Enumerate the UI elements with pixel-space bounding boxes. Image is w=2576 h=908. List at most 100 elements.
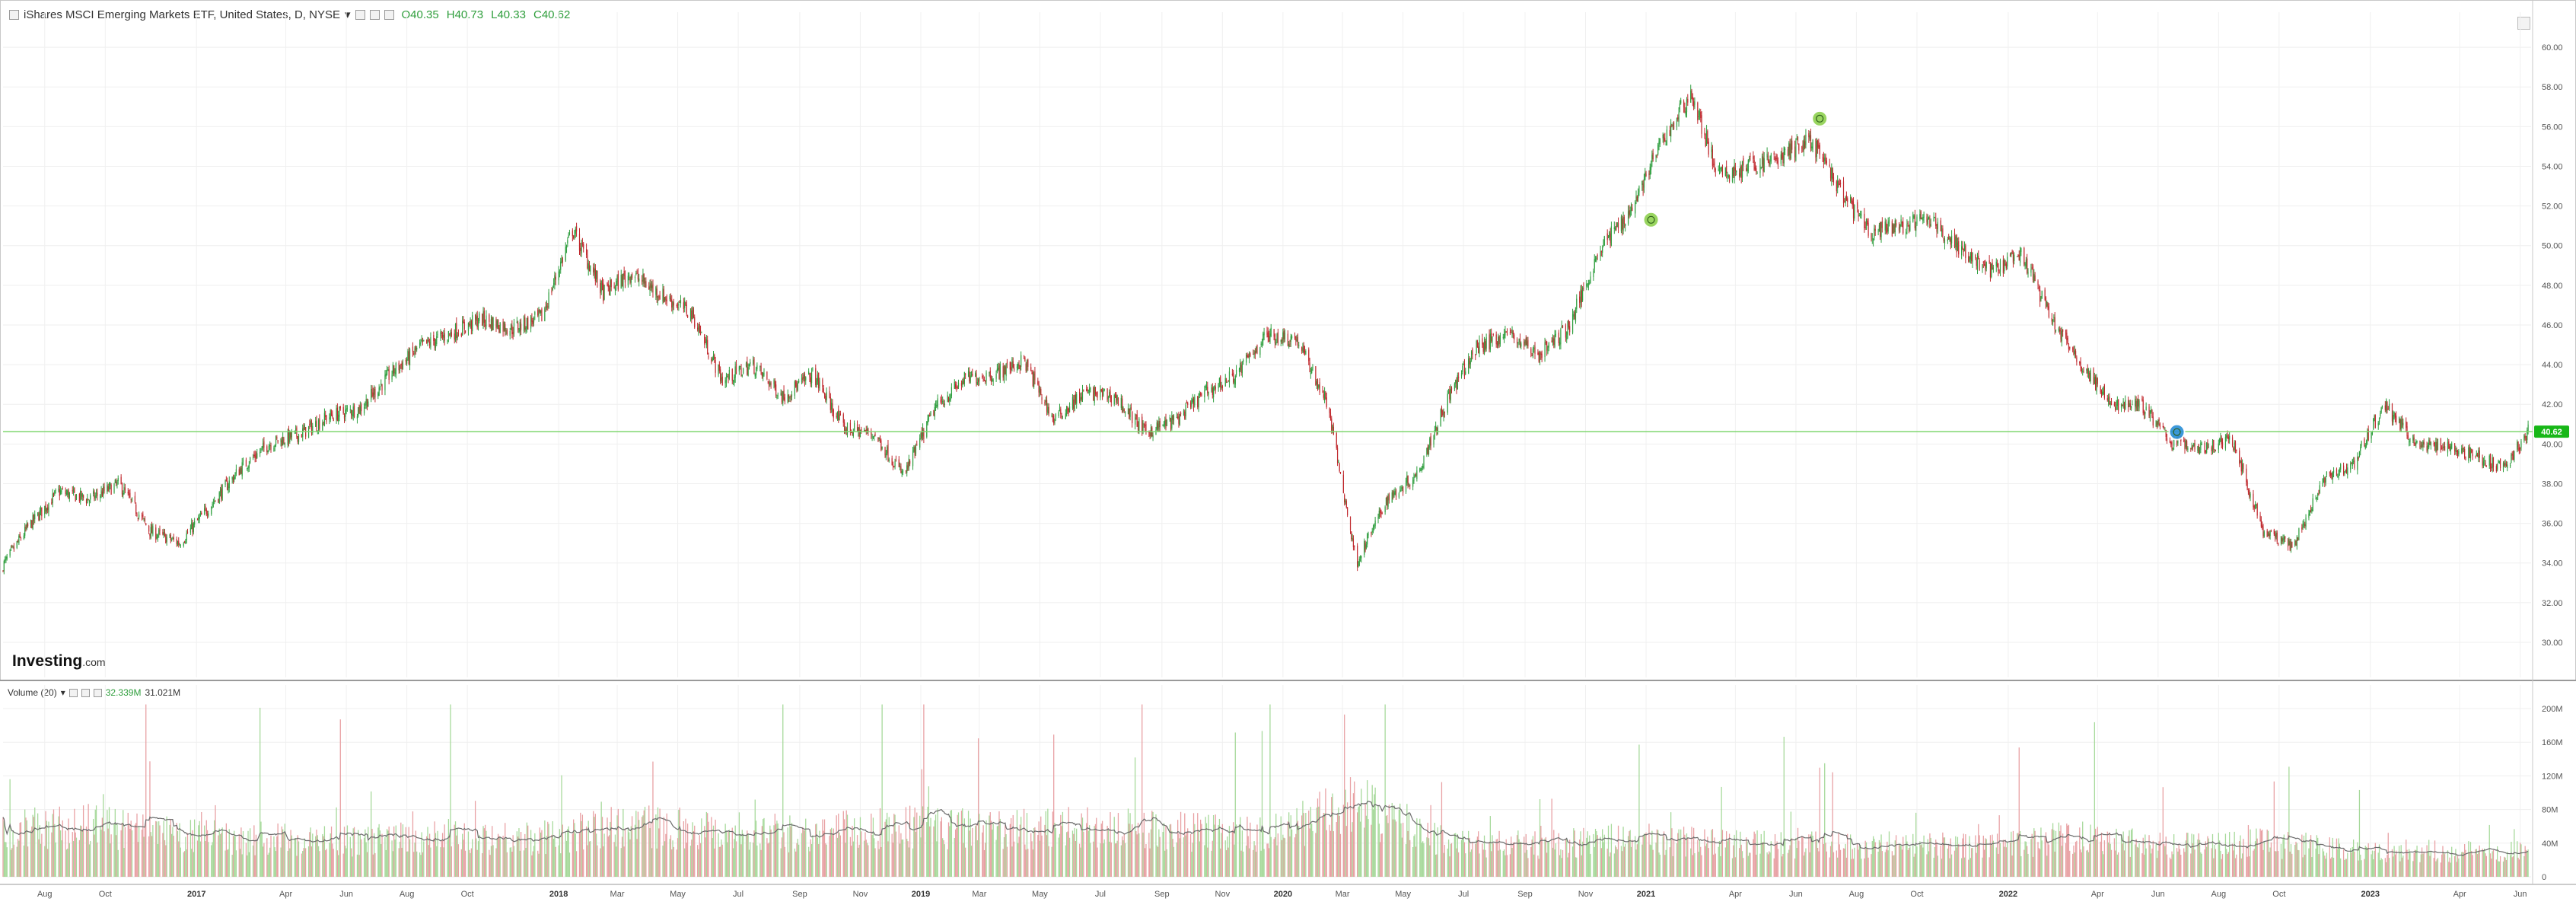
volume-bar (236, 850, 237, 877)
volume-bar (291, 836, 292, 877)
candle-body (1559, 342, 1560, 346)
candle-body (1805, 135, 1806, 145)
candle-body (602, 282, 603, 285)
candle-body (1246, 355, 1247, 362)
candle-body (208, 513, 209, 515)
candle-body (2448, 441, 2449, 448)
volume-bar (698, 849, 699, 877)
candle-body (89, 501, 90, 502)
candle-body (2517, 441, 2518, 447)
volume-bar (343, 854, 344, 877)
candle-body (2318, 493, 2319, 495)
candle-body (1096, 393, 1097, 394)
volume-bar (1596, 831, 1597, 877)
candle-body (1596, 257, 1597, 259)
candle-body (1719, 168, 1720, 170)
volume-bar (1236, 824, 1237, 877)
candle-body (645, 281, 646, 287)
candle-body (2332, 472, 2333, 479)
candle-body (1697, 103, 1698, 120)
candle-body (1281, 340, 1282, 342)
candle-body (201, 513, 202, 515)
candle-body (955, 384, 956, 388)
volume-bar (1485, 858, 1486, 877)
volume-bar (530, 830, 531, 877)
candle-body (2352, 460, 2353, 466)
candle-body (1859, 215, 1860, 216)
candle-body (344, 416, 345, 419)
volume-bar (1138, 833, 1139, 877)
candle-body (429, 342, 430, 346)
volume-bar (433, 839, 434, 877)
candle-body (1761, 167, 1762, 168)
volume-bar (1065, 846, 1066, 877)
candle-body (2513, 455, 2514, 460)
candle-body (315, 421, 316, 426)
volume-bar (333, 849, 334, 877)
volume-bar (1114, 817, 1115, 877)
candle-body (1526, 338, 1527, 346)
candle-body (510, 331, 511, 336)
candle-body (1721, 167, 1722, 171)
volume-bar (12, 830, 13, 877)
volume-bar (1074, 828, 1075, 877)
candle-body (2399, 419, 2400, 430)
candle-body (725, 380, 726, 383)
candle-body (485, 325, 486, 326)
candle-body (2520, 441, 2521, 448)
candle-body (2444, 446, 2445, 451)
candle-body (18, 536, 19, 543)
candle-body (2477, 455, 2478, 457)
volume-bar (1158, 830, 1159, 877)
volume-bar (24, 809, 25, 877)
candle-body (831, 403, 832, 409)
candle-body (1906, 225, 1907, 229)
volume-bar (1343, 804, 1344, 877)
volume-bar (1542, 838, 1543, 877)
volume-bar (697, 845, 698, 877)
candle-body (794, 381, 795, 396)
candle-body (2141, 399, 2142, 400)
volume-bar (624, 846, 625, 877)
candle-body (1152, 435, 1153, 438)
candle-body (1319, 382, 1320, 392)
candle-body (1638, 186, 1639, 193)
volume-bar (37, 814, 38, 877)
volume-bar (1013, 815, 1014, 877)
candle-body (1798, 144, 1799, 151)
candle-body (2277, 533, 2278, 542)
candle-body (118, 478, 119, 481)
time-tick-label: 2021 (1637, 890, 1655, 899)
volume-bar (1046, 835, 1047, 877)
candle-body (2037, 281, 2038, 285)
volume-bar (957, 815, 958, 877)
volume-bar (400, 823, 401, 877)
volume-bar (1185, 836, 1186, 877)
volume-bar (631, 827, 632, 877)
volume-bar (1477, 836, 1478, 877)
candle-body (1547, 347, 1548, 353)
candle-body (1020, 365, 1021, 369)
volume-bar (1429, 846, 1430, 877)
candle-body (739, 366, 740, 371)
volume-bar (180, 848, 181, 877)
candle-body (1212, 387, 1213, 395)
volume-bar (1449, 856, 1450, 877)
volume-bar (34, 808, 35, 877)
candle-body (576, 226, 577, 231)
volume-bar (899, 825, 900, 877)
volume-bar (366, 842, 367, 877)
candle-body (472, 315, 473, 331)
candle-body (332, 415, 333, 417)
volume-bar (1337, 813, 1338, 877)
candle-body (73, 489, 74, 493)
candle-body (1756, 173, 1757, 174)
candle-body (2393, 412, 2394, 416)
volume-bar (1259, 817, 1260, 877)
volume-bar (17, 847, 18, 877)
volume-bar (1552, 848, 1553, 877)
candle-body (680, 300, 681, 304)
volume-bar (671, 849, 672, 877)
